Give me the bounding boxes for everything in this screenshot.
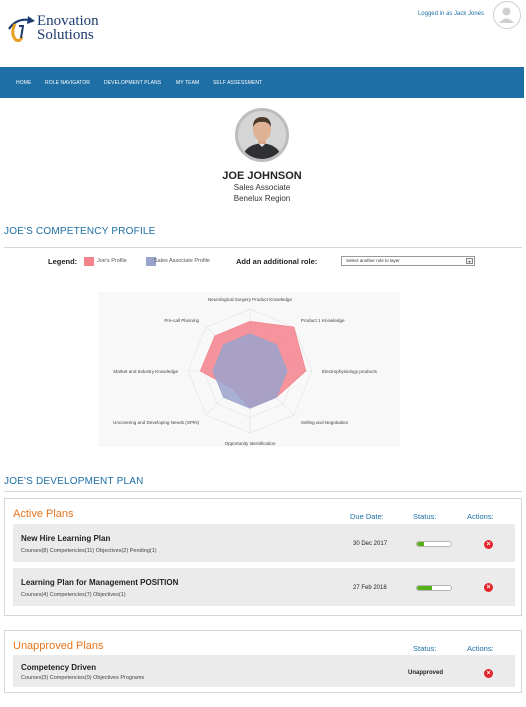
company-logo[interactable]: Enovation Solutions (6, 10, 116, 50)
legend-swatch-joe (84, 257, 94, 266)
development-section-title: JOE'S DEVELOPMENT PLAN (4, 476, 144, 487)
profile-photo (235, 108, 289, 162)
plan-status: Unapproved (408, 670, 444, 676)
delete-plan-icon[interactable]: × (484, 583, 493, 592)
plan-row[interactable]: Competency Driven Courses(3) Competencie… (13, 655, 515, 687)
col-actions: Actions: (467, 644, 494, 653)
radar-chart-svg: Neurological Surgery Product Knowledge Pr… (113, 297, 378, 446)
chevron-down-icon[interactable]: ▾ (466, 258, 473, 264)
profile-name: JOE JOHNSON (222, 170, 302, 182)
plan-name[interactable]: New Hire Learning Plan (21, 534, 111, 543)
main-nav: HOME ROLE NAVIGATOR DEVELOPMENT PLANS MY… (0, 67, 524, 98)
competency-section-title: JOE'S COMPETENCY PROFILE (4, 226, 156, 237)
profile-region: Benelux Region (233, 194, 291, 203)
logo-line-1: Enovation (37, 13, 99, 29)
plan-row[interactable]: Learning Plan for Management POSITION Co… (13, 568, 515, 606)
plan-name[interactable]: Learning Plan for Management POSITION (21, 578, 179, 587)
radar-axis-label: Electrophysiology products (322, 369, 378, 374)
competency-divider (4, 247, 522, 248)
delete-plan-icon[interactable]: × (484, 540, 493, 549)
profile-title: Sales Associate (233, 183, 291, 192)
plan-row[interactable]: New Hire Learning Plan Courses(8) Compet… (13, 524, 515, 562)
col-actions: Actions: (467, 512, 494, 521)
radar-axis-label: Selling and Negotiation (301, 420, 349, 425)
logo-mark-icon (8, 16, 35, 43)
plan-name[interactable]: Competency Driven (21, 663, 97, 672)
competency-radar-chart: Neurological Surgery Product Knowledge Pr… (98, 292, 400, 447)
active-plans-title: Active Plans (13, 508, 74, 520)
active-plans-card: Active Plans Due Date: Status: Actions: … (4, 498, 522, 616)
plan-progress-bar (416, 541, 452, 547)
radar-axis-label: Market and Industry Knowledge (113, 369, 178, 374)
legend-text-associate: Sales Associate Profile (154, 258, 210, 264)
header: Enovation Solutions Logged in as Jack Jo… (0, 0, 526, 66)
nav-role-navigator[interactable]: ROLE NAVIGATOR (45, 80, 91, 86)
col-status: Status: (413, 644, 437, 653)
radar-axis-label: Pre-call Planning (164, 318, 199, 323)
nav-my-team[interactable]: MY TEAM (176, 80, 200, 86)
user-avatar[interactable] (493, 1, 521, 29)
unapproved-plans-title: Unapproved Plans (13, 640, 104, 652)
legend-text-joe: Joe's Profile (97, 258, 127, 264)
plan-detail: Courses(3) Competencies(9) Objectives Pr… (21, 675, 145, 681)
delete-plan-icon[interactable]: × (484, 669, 493, 678)
logo-text: Enovation Solutions (37, 13, 99, 43)
radar-axis-label: Opportunity Identification (225, 441, 276, 446)
legend-label: Legend: (48, 257, 78, 266)
nav-home[interactable]: HOME (16, 80, 32, 86)
col-status: Status: (413, 512, 437, 521)
role-select-value: Select another role to layer (346, 258, 400, 263)
logged-in-link[interactable]: Logged in as Jack Jones (417, 11, 484, 17)
radar-axis-label: Uncovering and Developing Needs (SPIN) (113, 420, 200, 425)
plan-due-date: 27 Feb 2018 (353, 585, 387, 591)
col-due-date: Due Date: (350, 512, 384, 521)
unapproved-plans-card: Unapproved Plans Status: Actions: Compet… (4, 630, 522, 693)
plan-detail: Courses(8) Competencies(11) Objectives(2… (21, 548, 157, 554)
nav-development-plans[interactable]: DEVELOPMENT PLANS (104, 80, 162, 86)
plan-progress-fill (417, 542, 424, 546)
radar-axis-label: Neurological Surgery Product Knowledge (208, 297, 292, 302)
profile-photo-image (238, 111, 286, 159)
plan-progress-fill (417, 586, 433, 590)
plan-detail: Courses(4) Competencies(7) Objectives(1) (21, 592, 126, 598)
logo-line-2: Solutions (37, 27, 94, 43)
plan-due-date: 30 Dec 2017 (353, 541, 388, 547)
role-select[interactable]: Select another role to layer ▾ (341, 256, 475, 266)
legend-swatch-associate (146, 257, 156, 266)
user-silhouette-icon (499, 7, 514, 23)
nav-self-assessment[interactable]: SELF ASSESSMENT (213, 80, 263, 86)
radar-axis-label: Product 1 Knowledge (301, 318, 345, 323)
plan-progress-bar (416, 585, 452, 591)
legend-row: Legend: Joe's Profile Sales Associate Pr… (0, 255, 524, 269)
add-role-label: Add an additional role: (236, 257, 318, 266)
development-divider (4, 491, 522, 492)
radar-series-sales-associate-profile (212, 333, 288, 409)
